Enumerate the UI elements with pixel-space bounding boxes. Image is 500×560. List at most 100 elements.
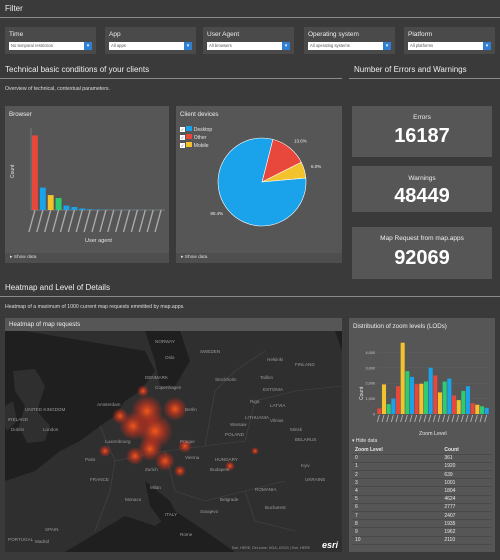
x-tick-label (36, 209, 44, 233)
table-row: 6 2777 (352, 503, 492, 513)
map-label-norway: NORWAY (155, 339, 175, 344)
count-cell: 1920 (441, 462, 492, 472)
x-tick-label (107, 209, 115, 233)
bar (428, 367, 433, 414)
table-row: 10 2110 (352, 536, 492, 545)
zoom-hide-data[interactable]: ▾ Hide data (352, 438, 378, 444)
kpi-requests-value: 92069 (394, 247, 450, 269)
x-tick-label (381, 414, 385, 423)
table-row: 7 2407 (352, 511, 492, 521)
devices-title: Client devices (180, 111, 219, 118)
technical-title: Technical basic conditions of your clien… (5, 65, 150, 74)
bar (400, 342, 405, 414)
filter-app-label: App (109, 31, 121, 38)
errors-section-title: Number of Errors and Warnings (354, 65, 467, 74)
divider (349, 78, 500, 79)
y-tick-label: 1,000 (365, 397, 375, 401)
count-cell: 2777 (441, 503, 492, 513)
count-cell: 4624 (441, 495, 492, 504)
bar (395, 386, 401, 414)
bar (475, 404, 480, 414)
map-label-amsterdam: Amsterdam (97, 402, 121, 407)
x-tick-label (437, 414, 441, 423)
map-label-helsinki: Helsinki (267, 357, 283, 362)
chevron-down-icon[interactable]: ▾ (483, 42, 491, 50)
x-tick-label (138, 209, 146, 233)
filter-time-label: Time (9, 31, 24, 38)
devices-legend: ✓ Desktop ✓ Other ✓ Mobile (180, 126, 212, 150)
checkbox-icon[interactable]: ✓ (180, 127, 185, 132)
x-tick-label (409, 414, 413, 423)
browser-show-data[interactable]: ▸ Show data (5, 253, 169, 263)
zoom-level-cell: 4 (352, 486, 442, 496)
x-tick-label (465, 414, 469, 423)
chevron-down-icon[interactable]: ▾ (383, 42, 391, 50)
x-tick-label (91, 209, 99, 233)
map-label-riga: Riga (250, 399, 260, 404)
map-label-kyiv: Kyiv (301, 463, 310, 468)
checkbox-icon[interactable]: ✓ (180, 143, 185, 148)
heatmap-map[interactable]: FINLAND Helsinki Tallinn ESTONIA Riga LA… (5, 331, 342, 552)
devices-show-data[interactable]: ▸ Show data (176, 253, 342, 263)
x-tick-label (75, 209, 83, 233)
column-header: Count (441, 446, 492, 455)
table-row: 1 1920 (352, 462, 492, 472)
map-label-ukraine: UKRAINE (305, 477, 325, 482)
kpi-errors-title: Errors (413, 114, 431, 121)
x-tick-label (474, 414, 478, 423)
table-row: 0 361 (352, 454, 492, 463)
chevron-down-icon[interactable]: ▾ (184, 42, 192, 50)
legend-mobile[interactable]: ✓ Mobile (180, 142, 209, 149)
platform-select[interactable]: All platforms ▾ (408, 42, 491, 50)
bar (479, 406, 485, 414)
time-select[interactable]: No temporal restriction ▾ (9, 42, 92, 50)
zoom-level-cell: 8 (352, 519, 442, 529)
browser-chart (28, 128, 165, 233)
x-tick-label (146, 209, 154, 233)
y-tick-label: 2,000 (365, 382, 375, 386)
zoom-level-cell: 1 (352, 462, 442, 472)
bar (87, 209, 94, 210)
count-cell: 639 (441, 470, 492, 480)
map-canvas: FINLAND Helsinki Tallinn ESTONIA Riga LA… (5, 331, 342, 552)
os-select[interactable]: All operating systems ▾ (308, 42, 391, 50)
count-cell: 1962 (441, 527, 492, 537)
chevron-down-icon[interactable]: ▾ (282, 42, 290, 50)
baltic-sea (145, 331, 190, 386)
map-label-sarajevo: Sarajevo (200, 509, 219, 514)
filter-time: Time No temporal restriction ▾ (5, 27, 96, 54)
map-label-milan: Milan (150, 485, 161, 490)
filter-platform: Platform All platforms ▾ (404, 27, 495, 54)
checkbox-icon[interactable]: ✓ (180, 135, 185, 140)
x-tick-label (376, 414, 380, 423)
map-label-portugal: PORTUGAL (8, 537, 34, 542)
map-label-vilnius: Vilnius (270, 418, 284, 423)
x-tick-label (470, 414, 474, 423)
pie-slice-label: 6.0% (311, 164, 321, 169)
map-label-latvia: LATVIA (270, 403, 286, 408)
user-agent-select[interactable]: All browsers ▾ (207, 42, 290, 50)
bar (442, 381, 447, 414)
legend-desktop[interactable]: ✓ Desktop (180, 126, 213, 133)
legend-swatch (186, 134, 193, 139)
filter-title: Filter (5, 4, 23, 13)
legend-other[interactable]: ✓ Other (180, 134, 207, 141)
map-label-luxembourg: Luxembourg (105, 439, 131, 444)
app-select[interactable]: All apps ▾ (109, 42, 192, 50)
zoom-xlabel: Zoom Level (419, 431, 447, 437)
filter-os: Operating system All operating systems ▾ (304, 27, 395, 54)
map-label-spain: SPAIN (45, 527, 58, 532)
x-tick-label (390, 414, 394, 423)
zoom-level-cell: 9 (352, 527, 442, 537)
browser-xlabel: User agent (85, 238, 112, 244)
map-label-estonia: ESTONIA (263, 387, 284, 392)
map-attribution: Esri, HERE, DeLorme, NGA, USGS | Esri, H… (231, 546, 310, 550)
x-tick-label (44, 209, 52, 233)
bar (405, 371, 410, 414)
x-tick-label (479, 414, 483, 423)
land-europe (5, 331, 342, 552)
kpi-requests: Map Request from map.apps 92069 (352, 227, 492, 279)
chevron-down-icon[interactable]: ▾ (84, 42, 92, 50)
map-label-minsk: Minsk (290, 427, 303, 432)
bar (391, 398, 396, 414)
